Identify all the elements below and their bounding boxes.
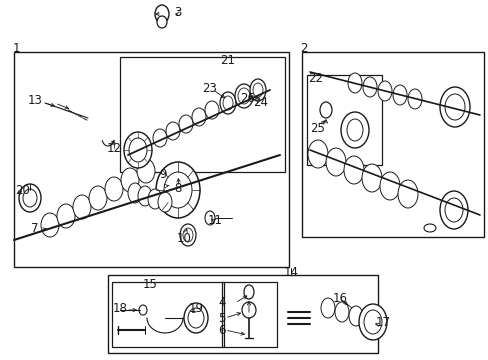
- Text: 8: 8: [174, 181, 182, 194]
- Ellipse shape: [121, 168, 139, 192]
- Text: 9: 9: [159, 168, 166, 181]
- Ellipse shape: [362, 310, 376, 330]
- Ellipse shape: [358, 304, 386, 340]
- Ellipse shape: [163, 172, 192, 208]
- Ellipse shape: [362, 77, 376, 97]
- Ellipse shape: [407, 89, 421, 109]
- Text: 23: 23: [202, 81, 217, 94]
- Bar: [306, 75, 381, 165]
- Text: 7: 7: [31, 221, 39, 234]
- Ellipse shape: [397, 180, 417, 208]
- Ellipse shape: [124, 132, 152, 168]
- Text: 14: 14: [283, 266, 298, 279]
- Ellipse shape: [242, 302, 256, 318]
- Ellipse shape: [148, 189, 162, 209]
- Ellipse shape: [340, 112, 368, 148]
- Ellipse shape: [129, 138, 147, 162]
- Ellipse shape: [379, 172, 399, 200]
- Ellipse shape: [444, 198, 462, 222]
- Ellipse shape: [325, 148, 346, 176]
- Ellipse shape: [319, 102, 331, 118]
- Ellipse shape: [139, 305, 147, 315]
- Ellipse shape: [348, 306, 362, 326]
- Ellipse shape: [192, 108, 205, 126]
- Ellipse shape: [153, 129, 167, 147]
- Text: 12: 12: [106, 141, 121, 154]
- Ellipse shape: [157, 16, 167, 28]
- Text: 10: 10: [176, 231, 191, 244]
- Ellipse shape: [73, 195, 91, 219]
- Ellipse shape: [165, 122, 180, 140]
- Ellipse shape: [187, 308, 203, 328]
- Bar: [108, 275, 377, 353]
- Ellipse shape: [204, 211, 215, 225]
- Ellipse shape: [361, 164, 381, 192]
- Text: 3: 3: [174, 5, 182, 18]
- Text: 26: 26: [240, 91, 255, 104]
- Ellipse shape: [19, 184, 41, 212]
- Ellipse shape: [238, 88, 249, 104]
- Ellipse shape: [156, 162, 200, 218]
- Ellipse shape: [377, 81, 391, 101]
- Ellipse shape: [343, 156, 363, 184]
- Ellipse shape: [235, 84, 252, 108]
- Text: 25: 25: [310, 122, 325, 135]
- Text: 2: 2: [300, 41, 307, 54]
- Ellipse shape: [158, 192, 172, 212]
- Ellipse shape: [439, 87, 469, 127]
- Ellipse shape: [392, 85, 406, 105]
- Text: 11: 11: [207, 213, 222, 226]
- Ellipse shape: [363, 310, 381, 334]
- Ellipse shape: [41, 213, 59, 237]
- Ellipse shape: [23, 189, 37, 207]
- Ellipse shape: [155, 5, 169, 23]
- Ellipse shape: [252, 83, 263, 97]
- Text: 19: 19: [188, 302, 203, 315]
- Text: 5: 5: [218, 311, 225, 324]
- Ellipse shape: [307, 140, 327, 168]
- Bar: [302, 52, 483, 237]
- Bar: [222, 282, 276, 347]
- Text: 13: 13: [27, 94, 42, 107]
- Ellipse shape: [220, 92, 236, 114]
- Ellipse shape: [204, 101, 219, 119]
- Text: 6: 6: [218, 324, 225, 337]
- Ellipse shape: [423, 224, 435, 232]
- Ellipse shape: [183, 303, 207, 333]
- Bar: [14, 52, 288, 267]
- Text: 18: 18: [112, 302, 127, 315]
- Ellipse shape: [244, 285, 253, 299]
- Ellipse shape: [320, 298, 334, 318]
- Text: 15: 15: [142, 279, 157, 292]
- Bar: [120, 57, 285, 172]
- Ellipse shape: [223, 96, 232, 110]
- Ellipse shape: [334, 302, 348, 322]
- Ellipse shape: [89, 186, 107, 210]
- Ellipse shape: [128, 183, 142, 203]
- Ellipse shape: [137, 159, 155, 183]
- Ellipse shape: [105, 177, 123, 201]
- Ellipse shape: [347, 73, 361, 93]
- Ellipse shape: [444, 94, 464, 120]
- Ellipse shape: [439, 191, 467, 229]
- Text: 20: 20: [16, 184, 30, 197]
- Text: 22: 22: [308, 72, 323, 85]
- Ellipse shape: [346, 119, 362, 141]
- Ellipse shape: [179, 115, 193, 133]
- Text: 21: 21: [220, 54, 235, 67]
- Ellipse shape: [183, 228, 193, 242]
- Ellipse shape: [57, 204, 75, 228]
- Text: 24: 24: [253, 96, 268, 109]
- Ellipse shape: [180, 224, 196, 246]
- Bar: [112, 282, 224, 347]
- Ellipse shape: [138, 186, 152, 206]
- Text: 17: 17: [375, 315, 390, 328]
- Ellipse shape: [249, 79, 265, 101]
- Text: 4: 4: [218, 297, 225, 310]
- Text: 1: 1: [12, 41, 20, 54]
- Text: 16: 16: [332, 292, 347, 305]
